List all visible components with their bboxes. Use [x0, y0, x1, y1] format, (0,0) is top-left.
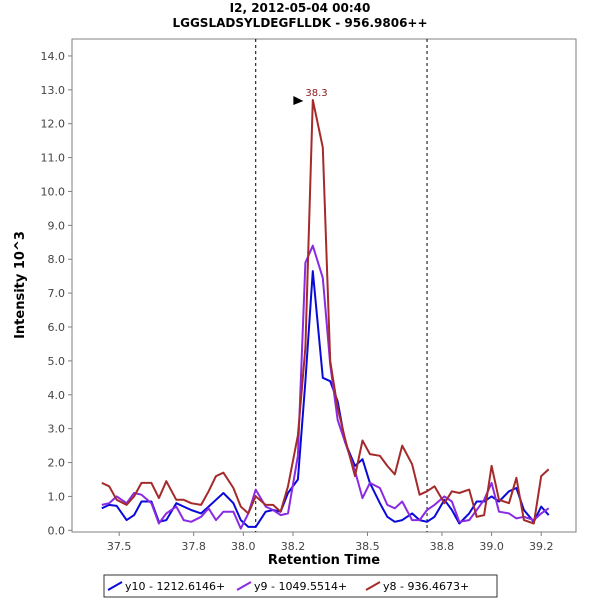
y-tick-label: 14.0	[41, 50, 66, 63]
x-axis: 37.5 37.8 38.0 38.2 38.5 38.8 39.0 39.2	[107, 532, 554, 553]
chart-title: I2, 2012-05-04 00:40	[230, 1, 371, 15]
x-tick-label: 38.5	[355, 540, 380, 553]
y-tick-label: 2.0	[48, 457, 66, 470]
peak-annotation: 38.3	[293, 88, 328, 105]
y-tick-label: 0.0	[48, 524, 66, 537]
legend-label-3: y8 - 936.4673+	[383, 580, 469, 593]
peak-marker-arrow	[293, 95, 304, 105]
y-tick-label: 8.0	[48, 253, 66, 266]
legend-label-2: y9 - 1049.5514+	[254, 580, 347, 593]
x-tick-label: 39.0	[479, 540, 504, 553]
legend-box	[103, 574, 498, 598]
y-tick-label: 9.0	[48, 219, 66, 232]
series-line-3	[101, 99, 550, 525]
y-tick-label: 4.0	[48, 389, 66, 402]
chart-subtitle: LGGSLADSYLDEGFLLDK - 956.9806++	[172, 16, 427, 30]
legend: y10 - 1212.6146+ y9 - 1049.5514+ y8 - 936.…	[103, 574, 498, 598]
legend-label-1: y10 - 1212.6146+	[125, 580, 225, 593]
peak-label: 38.3	[305, 88, 327, 99]
y-tick-label: 11.0	[41, 152, 66, 165]
y-tick-label: 10.0	[41, 185, 66, 198]
x-tick-label: 38.0	[231, 540, 256, 553]
series-line-1	[101, 270, 550, 528]
y-tick-label: 3.0	[48, 423, 66, 436]
legend-swatch-3	[365, 581, 381, 591]
x-tick-label: 38.2	[281, 540, 306, 553]
y-axis: 0.0 1.0 2.0 3.0 4.0 5.0 6.0 7.0 8.0 9.0 10.0 11.0 12…	[41, 50, 72, 537]
y-axis-label: Intensity 10^3	[13, 231, 28, 339]
legend-swatch-1	[107, 581, 123, 591]
y-tick-label: 1.0	[48, 490, 66, 503]
x-tick-label: 37.8	[181, 540, 206, 553]
y-tick-label: 7.0	[48, 287, 66, 300]
y-tick-label: 13.0	[41, 84, 66, 97]
legend-swatch-2	[236, 581, 252, 591]
y-tick-label: 5.0	[48, 355, 66, 368]
x-axis-label: Retention Time	[268, 553, 380, 568]
y-tick-label: 12.0	[41, 118, 66, 131]
y-tick-label: 6.0	[48, 321, 66, 334]
x-tick-label: 39.2	[529, 540, 554, 553]
integration-bounds	[255, 39, 428, 532]
x-tick-label: 37.5	[107, 540, 132, 553]
x-tick-label: 38.8	[430, 540, 455, 553]
series-layer	[101, 99, 550, 530]
